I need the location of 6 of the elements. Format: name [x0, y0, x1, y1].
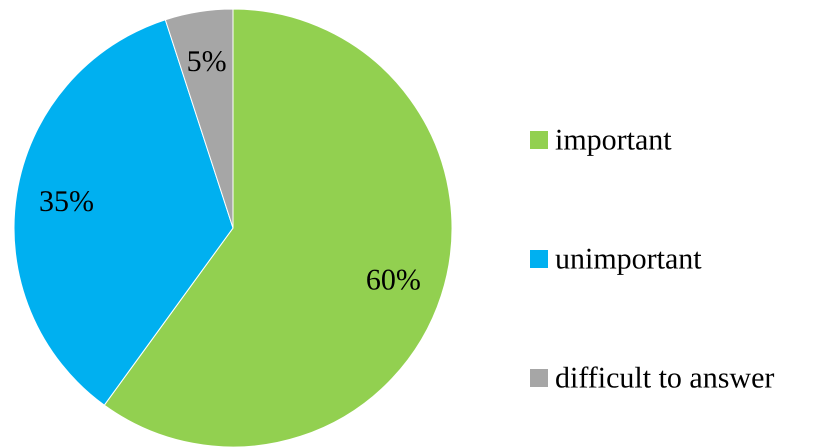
- legend-label: important: [555, 124, 672, 156]
- data-label: 35%: [38, 185, 94, 218]
- data-label: 60%: [366, 264, 421, 297]
- legend-label: difficult to answer: [555, 362, 774, 394]
- data-label: 5%: [186, 44, 227, 78]
- legend-label: unimportant: [555, 242, 702, 276]
